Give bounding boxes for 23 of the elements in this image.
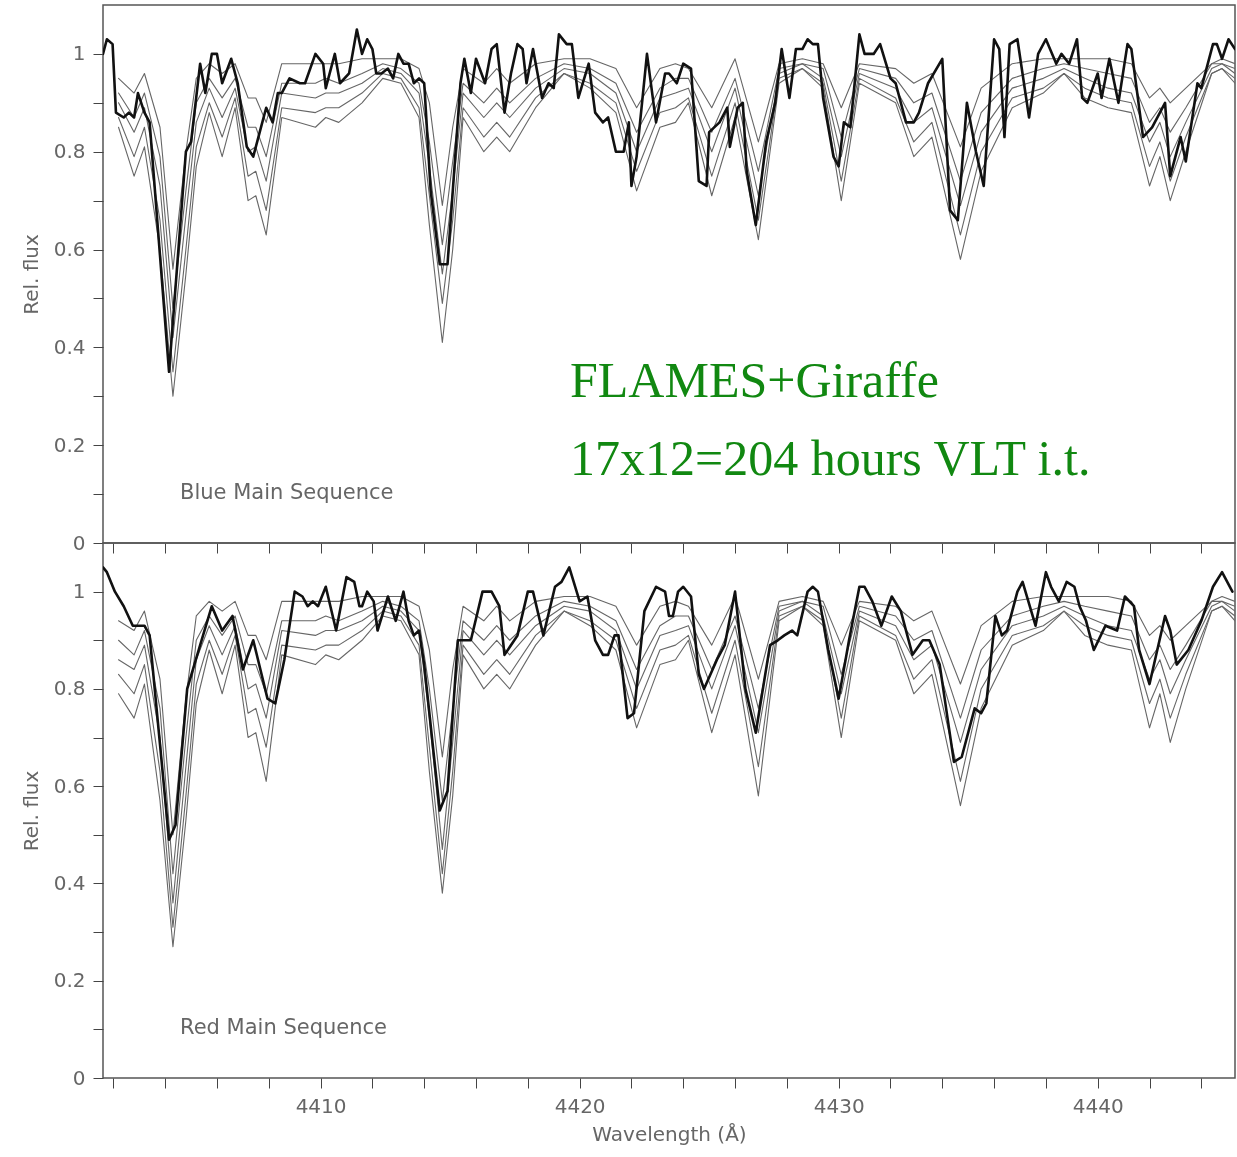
x-tick-label: 4430 <box>813 1093 865 1118</box>
x-tick-label: 4440 <box>1072 1093 1124 1118</box>
y-tick-label: 0.8 <box>53 139 86 164</box>
annotation: Red Main Sequence <box>180 1015 387 1039</box>
y-tick-label: 0.4 <box>53 870 86 895</box>
annotation: FLAMES+Giraffe <box>570 352 939 408</box>
y-tick-label: 0.6 <box>53 237 86 262</box>
y-tick-label: 0 <box>72 1065 86 1090</box>
y-tick-label: 0.2 <box>53 968 86 993</box>
x-tick-label: 4410 <box>295 1093 347 1118</box>
y-tick-label: 0.4 <box>53 334 86 359</box>
y-axis-title: Rel. flux <box>18 770 43 852</box>
x-axis-title: Wavelength (Å) <box>592 1121 747 1146</box>
y-axis-title: Rel. flux <box>18 234 43 315</box>
y-tick-label: 1 <box>72 41 86 66</box>
y-tick-label: 0.8 <box>53 676 86 701</box>
y-tick-label: 0.2 <box>53 432 86 457</box>
y-tick-label: 0.6 <box>53 773 86 798</box>
annotation: Blue Main Sequence <box>180 480 394 504</box>
y-tick-label: 0 <box>72 530 86 555</box>
y-tick-label: 1 <box>72 579 86 604</box>
x-tick-label: 4420 <box>554 1093 606 1118</box>
annotation: 17x12=204 hours VLT i.t. <box>570 430 1091 486</box>
